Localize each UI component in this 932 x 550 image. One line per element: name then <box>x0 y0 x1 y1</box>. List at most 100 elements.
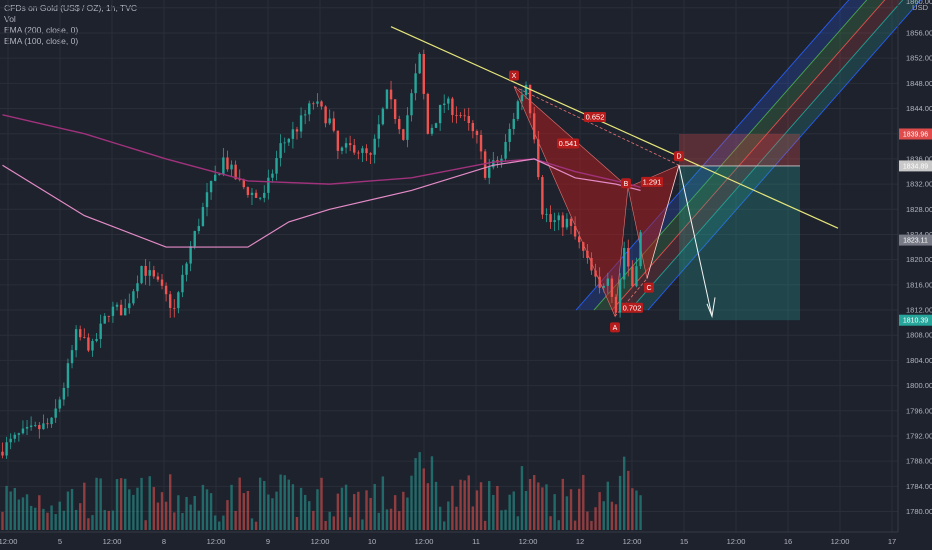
volume-bar <box>496 485 499 530</box>
candle-body <box>295 129 299 132</box>
volume-bar <box>38 495 41 530</box>
volume-bar <box>193 495 196 530</box>
volume-bar <box>369 497 372 530</box>
candle-body <box>590 258 593 271</box>
price-tag-label: 1810.39 <box>903 318 928 325</box>
y-tick-label: 1860.00 <box>906 0 932 6</box>
drawn-lines <box>390 26 839 319</box>
y-tick-label: 1792.00 <box>906 431 932 440</box>
volume-bar <box>635 490 638 530</box>
volume-bar <box>267 494 270 530</box>
y-tick-label: 1824.00 <box>906 230 932 239</box>
candle-body <box>582 242 585 251</box>
candle-body <box>173 307 176 309</box>
volume-bar <box>459 479 462 530</box>
candle-body <box>598 276 601 288</box>
ratio-label: 0.702 <box>623 303 642 312</box>
volume-bar <box>54 514 57 530</box>
volume-bar <box>586 511 589 530</box>
candle-body <box>426 93 430 134</box>
candle-body <box>132 291 135 304</box>
candle-body <box>483 151 487 178</box>
candle-body <box>385 89 389 109</box>
channel-line <box>629 0 904 311</box>
volume-bar <box>348 517 352 530</box>
y-tick-label: 1856.00 <box>906 28 932 37</box>
candle-body <box>246 187 250 195</box>
projection-arrow <box>678 165 713 317</box>
ratio-badge <box>557 138 579 149</box>
candle-body <box>635 266 638 287</box>
volume-bar <box>553 494 556 530</box>
candle-body <box>13 434 16 439</box>
volume-bar <box>99 478 102 530</box>
volume-bar <box>479 482 483 530</box>
volume-bar <box>357 491 360 530</box>
candle-body <box>291 129 295 139</box>
candles <box>1 49 642 459</box>
candle-body <box>193 231 196 247</box>
candle-body <box>418 53 421 74</box>
ema-lines <box>2 114 641 248</box>
volume-bar <box>111 510 115 530</box>
volume-bar <box>316 489 319 530</box>
volume-bar <box>561 478 565 530</box>
candle-body <box>545 214 548 215</box>
channel-line <box>611 0 886 311</box>
candle-body <box>103 315 106 324</box>
candle-body <box>258 197 262 199</box>
volume-bar <box>537 482 540 530</box>
volume-bar <box>119 478 123 530</box>
x-tick-label: 12:00 <box>103 537 122 546</box>
candle-body <box>95 338 98 341</box>
candle-body <box>83 337 86 338</box>
volume-bar <box>283 475 286 530</box>
y-tick-label: 1852.00 <box>906 54 932 63</box>
volume-bar <box>365 490 368 530</box>
candle-body <box>459 115 462 116</box>
point-marker <box>644 282 654 293</box>
candle-body <box>5 442 8 456</box>
y-tick-label: 1828.00 <box>906 205 932 214</box>
x-tick-label: 12:00 <box>415 537 434 546</box>
candle-body <box>541 177 544 215</box>
x-tick-label: 12:00 <box>519 537 538 546</box>
candle-body <box>553 220 556 222</box>
candle-body <box>111 306 115 316</box>
volume-bar <box>201 484 205 530</box>
candle-body <box>471 123 475 132</box>
candle-body <box>17 433 21 435</box>
candle-body <box>422 53 425 94</box>
volume-bar <box>618 475 622 530</box>
volume-bar <box>13 488 16 530</box>
candle-body <box>504 141 507 159</box>
x-tick-label: 12:00 <box>311 537 330 546</box>
price-tag-label: 1839.96 <box>903 131 928 138</box>
candle-body <box>586 250 589 259</box>
volume-bar <box>610 501 614 530</box>
volume-bar <box>549 516 552 530</box>
volume-bar <box>328 511 331 530</box>
volume-bar <box>66 491 70 530</box>
volume-bar <box>250 518 254 530</box>
candle-body <box>9 438 12 443</box>
target-zone <box>679 165 800 321</box>
candle-body <box>627 248 630 267</box>
candle-body <box>144 265 147 276</box>
volume-bar <box>528 478 532 530</box>
candle-body <box>177 292 180 309</box>
candle-body <box>398 119 401 130</box>
volume-bar <box>299 487 303 530</box>
candle-body <box>353 145 356 153</box>
volume-bar <box>398 511 401 530</box>
x-tick-label: 10 <box>368 537 376 546</box>
trendline <box>390 26 839 229</box>
volume-bar <box>9 491 12 530</box>
candle-body <box>443 103 446 106</box>
volume-bar <box>467 475 470 530</box>
volume-bar <box>160 492 164 530</box>
position-zones <box>679 133 800 321</box>
volume-bar <box>50 505 53 530</box>
